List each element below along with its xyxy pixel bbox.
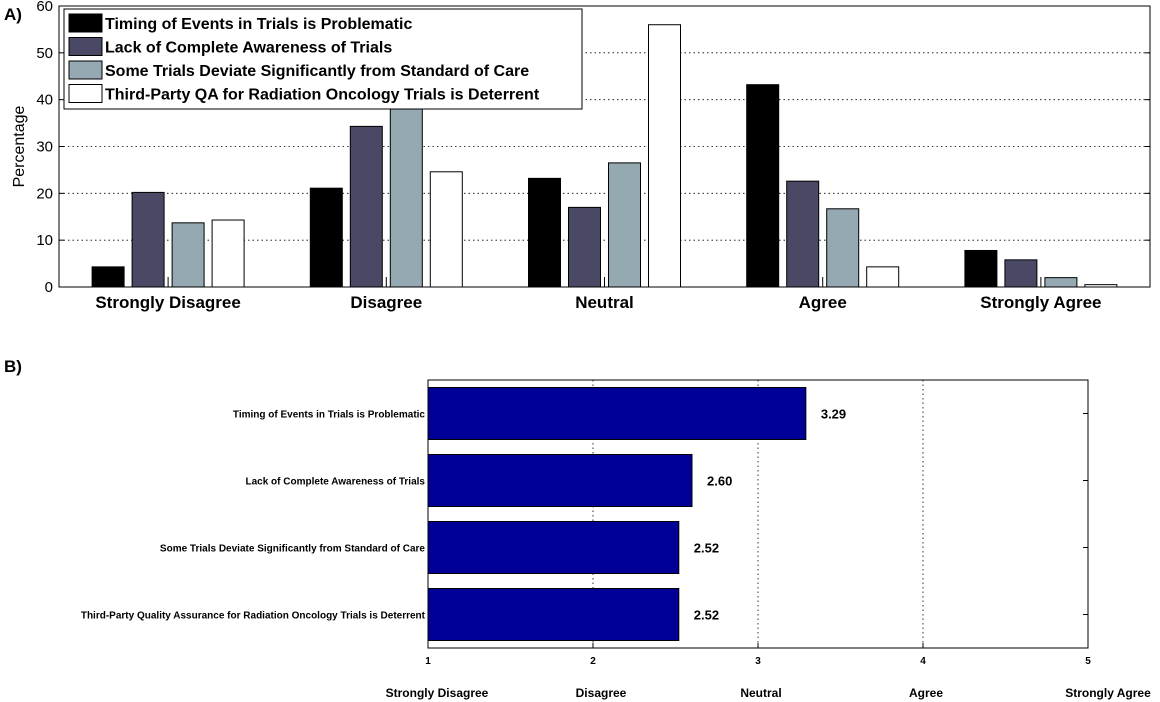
panel-b-value-label: 2.52 xyxy=(694,608,719,623)
panel-a-label: A) xyxy=(4,5,22,24)
panel-a-legend-label: Timing of Events in Trials is Problemati… xyxy=(105,16,412,33)
panel-b-xtick-label: 2 xyxy=(590,656,596,667)
panel-b-value-label: 2.52 xyxy=(694,541,719,556)
panel-a-xtick-label: Disagree xyxy=(350,293,422,312)
panel-a-legend-label: Lack of Complete Awareness of Trials xyxy=(105,40,392,57)
panel-a-bar xyxy=(131,191,165,288)
panel-b-scale-label: Strongly Agree xyxy=(1065,686,1151,700)
panel-b-xtick-label: 1 xyxy=(425,656,431,667)
panel-b-bar xyxy=(427,588,680,641)
panel-a-ytick-label: 20 xyxy=(36,185,53,202)
panel-b-xtick-label: 3 xyxy=(755,656,761,667)
panel-b-scale-label: Disagree xyxy=(576,686,627,700)
panel-b-bar xyxy=(427,521,680,574)
panel-a-bar xyxy=(826,208,860,288)
panel-a-xtick-label: Strongly Agree xyxy=(980,293,1101,312)
panel-a-ytick-label: 40 xyxy=(36,92,53,109)
panel-a-bar xyxy=(866,266,900,288)
panel-a-bar xyxy=(1004,259,1038,288)
panel-a-bar xyxy=(786,180,820,288)
panel-a-ytick-label: 60 xyxy=(36,0,53,15)
panel-a-bar xyxy=(349,125,383,288)
panel-a-bar xyxy=(429,171,463,288)
panel-b-label: B) xyxy=(4,357,22,376)
panel-a-bar xyxy=(568,206,601,288)
panel-a-bar xyxy=(211,219,245,288)
panel-a-ytick-label: 10 xyxy=(36,232,53,249)
panel-a-bar xyxy=(528,177,561,288)
panel-a-bar xyxy=(91,266,125,288)
panel-b-value-label: 3.29 xyxy=(821,407,846,422)
panel-b-xtick-label: 4 xyxy=(920,656,926,667)
panel-b-bar xyxy=(427,387,807,440)
panel-a-ytick-label: 50 xyxy=(36,45,53,62)
panel-a-bar xyxy=(1084,284,1118,288)
panel-b-category-label: Timing of Events in Trials is Problemati… xyxy=(233,410,426,421)
panel-a-legend-swatch xyxy=(68,37,103,56)
panel-b-scale-label: Neutral xyxy=(740,686,781,700)
panel-a-legend-box xyxy=(63,8,583,110)
panel-b-bar xyxy=(427,454,693,507)
panel-a-bar xyxy=(964,249,998,288)
panel-a-bar xyxy=(746,84,780,288)
panel-b-category-label: Lack of Complete Awareness of Trials xyxy=(245,477,425,488)
panel-a-ytick-label: 30 xyxy=(36,139,53,156)
panel-a-ylabel: Percentage xyxy=(11,105,28,187)
panel-a-legend-swatch xyxy=(68,13,103,33)
panel-a-legend-swatch xyxy=(68,84,103,103)
panel-a-bar xyxy=(389,94,423,288)
panel-a-xtick-label: Strongly Disagree xyxy=(95,293,241,312)
panel-b-scale-label: Strongly Disagree xyxy=(386,686,489,700)
panel-a-bar xyxy=(608,162,641,288)
panel-b-value-label: 2.60 xyxy=(707,474,732,489)
panel-a-bar xyxy=(1044,277,1078,288)
panel-a-xtick-label: Agree xyxy=(799,293,847,312)
panel-b-category-label: Some Trials Deviate Significantly from S… xyxy=(160,544,426,555)
panel-a-legend-swatch xyxy=(68,60,103,80)
panel-b-scale-label: Agree xyxy=(909,686,943,700)
panel-a-legend-label: Some Trials Deviate Significantly from S… xyxy=(105,63,529,80)
panel-a-ytick-label: 0 xyxy=(45,279,53,296)
panel-a-bar xyxy=(309,187,343,288)
panel-a-bar xyxy=(648,24,681,288)
panel-b-xtick-label: 5 xyxy=(1085,656,1091,667)
panel-b-category-label: Third-Party Quality Assurance for Radiat… xyxy=(81,611,426,622)
panel-a-bar xyxy=(171,222,205,288)
panel-a-legend-label: Third-Party QA for Radiation Oncology Tr… xyxy=(105,87,540,104)
panel-a-xtick-label: Neutral xyxy=(575,293,634,312)
